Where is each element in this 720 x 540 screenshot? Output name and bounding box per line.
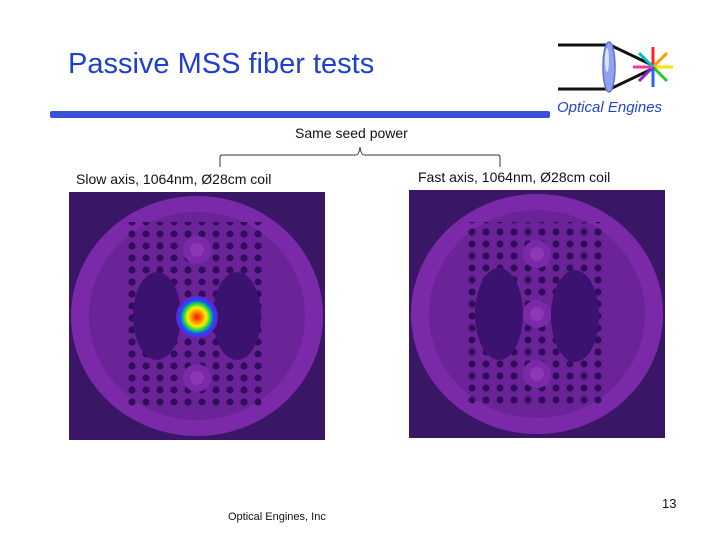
title-underline xyxy=(50,111,550,118)
slide-title: Passive MSS fiber tests xyxy=(68,48,375,80)
slow-axis-caption: Slow axis, 1064nm, Ø28cm coil xyxy=(76,171,272,187)
brand-name: Optical Engines xyxy=(557,99,663,116)
same-seed-power-label: Same seed power xyxy=(295,125,408,141)
brace-connector xyxy=(219,146,501,167)
slow-axis-mode-image xyxy=(69,192,325,440)
page-number: 13 xyxy=(662,496,677,511)
fast-axis-caption: Fast axis, 1064nm, Ø28cm coil xyxy=(418,169,611,185)
lens-logo-icon xyxy=(558,41,673,93)
fast-axis-mode-image xyxy=(409,190,665,438)
footer-text: Optical Engines, Inc xyxy=(228,511,326,523)
